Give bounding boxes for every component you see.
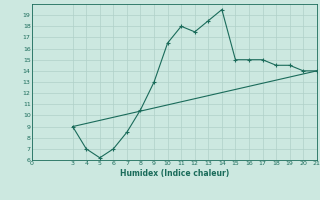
X-axis label: Humidex (Indice chaleur): Humidex (Indice chaleur) [120,169,229,178]
